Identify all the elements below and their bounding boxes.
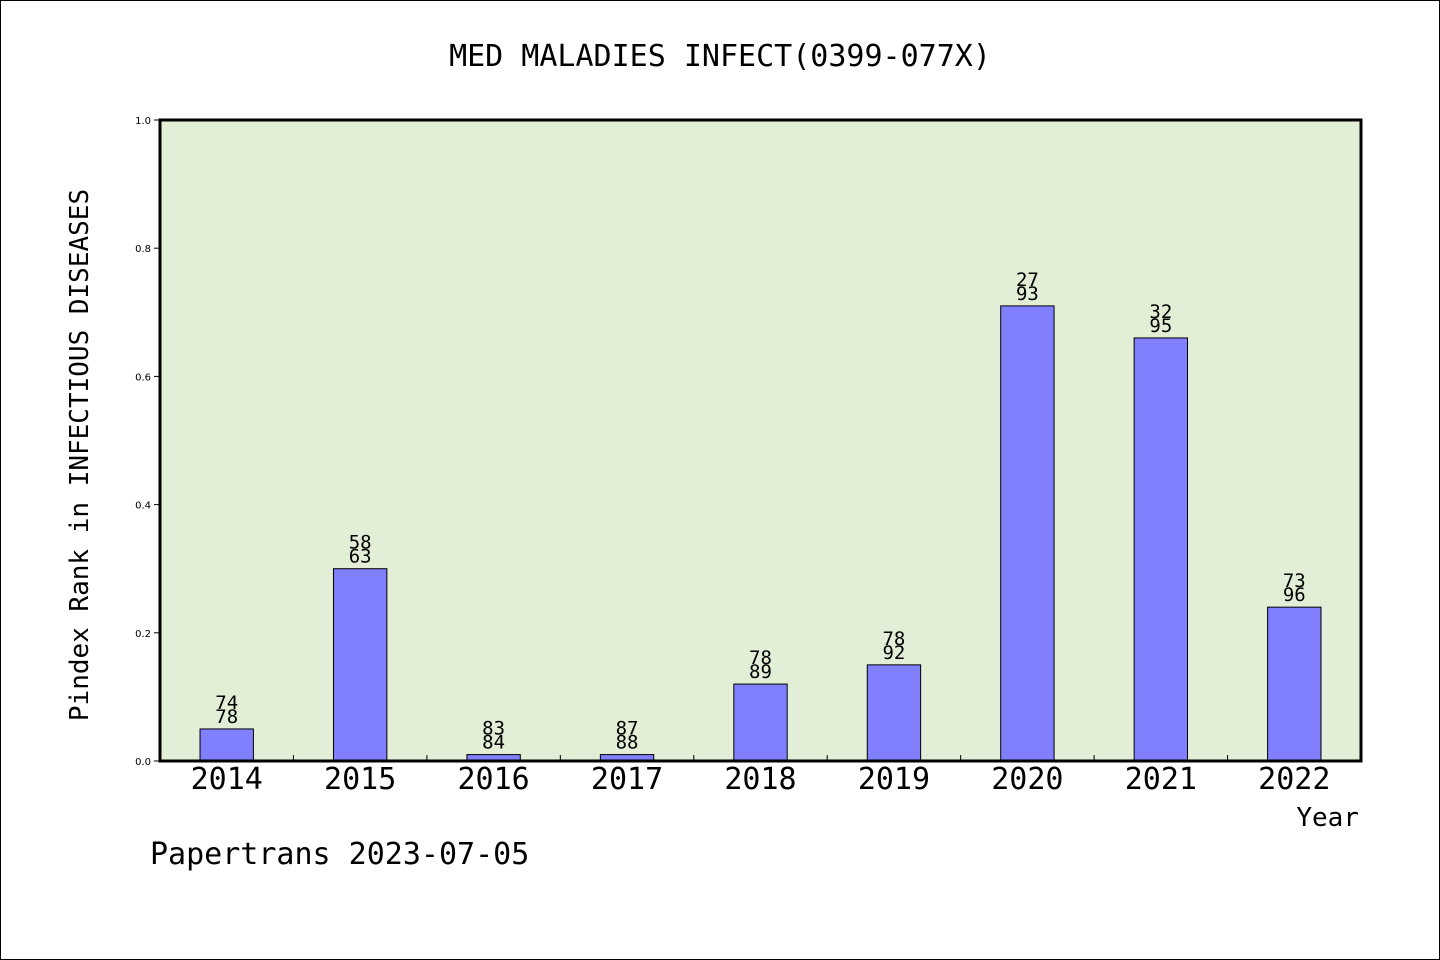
bar-2014 xyxy=(199,728,254,762)
bar-label-top-2019: 78 xyxy=(882,628,905,650)
y-axis-title: Pindex Rank in INFECTIOUS DISEASES xyxy=(65,189,95,721)
y-tick-label-0.8: 0.8 xyxy=(135,244,151,255)
x-tick-label-2020: 2020 xyxy=(991,762,1063,797)
bar-label-top-2014: 74 xyxy=(215,692,238,714)
x-tick-label-2014: 2014 xyxy=(191,762,263,797)
x-tick-label-2019: 2019 xyxy=(858,762,930,797)
bar-label-bottom-2015: 63 xyxy=(349,546,372,568)
bar-2015 xyxy=(332,568,388,762)
bar-label-bottom-2017: 88 xyxy=(616,732,639,754)
y-tick-label-0.2: 0.2 xyxy=(135,629,151,640)
x-tick-label-2018: 2018 xyxy=(724,762,796,797)
x-tick-label-2022: 2022 xyxy=(1258,762,1330,797)
bar-label-bottom-2022: 96 xyxy=(1283,584,1306,606)
bar-label-top-2022: 73 xyxy=(1283,570,1306,592)
bar-label-bottom-2021: 95 xyxy=(1149,315,1172,337)
x-tick-label-2021: 2021 xyxy=(1125,762,1197,797)
bar-label-bottom-2019: 92 xyxy=(882,642,905,664)
y-tick-label-0.0: 0.0 xyxy=(135,757,151,768)
plot-border xyxy=(158,118,1363,763)
bar-label-top-2020: 27 xyxy=(1016,269,1039,291)
x-tick-label-2016: 2016 xyxy=(457,762,529,797)
y-axis: 0.0 0.2 0.4 0.6 0.8 1.0 xyxy=(135,116,160,768)
bar-label-top-2017: 87 xyxy=(616,718,639,740)
x-tick-label-2017: 2017 xyxy=(591,762,663,797)
bar-2019 xyxy=(866,664,922,762)
bar-label-bottom-2018: 89 xyxy=(749,661,772,683)
bar-label-top-2018: 78 xyxy=(749,647,772,669)
x-tick-label-2015: 2015 xyxy=(324,762,396,797)
bar-label-top-2016: 83 xyxy=(482,718,505,740)
bar-label-bottom-2016: 84 xyxy=(482,732,505,754)
y-tick-label-0.4: 0.4 xyxy=(135,501,151,512)
bar-label-bottom-2020: 93 xyxy=(1016,283,1039,305)
bar-2020 xyxy=(1000,305,1055,762)
footer-date-stamp: Papertrans 2023-07-05 xyxy=(150,837,529,872)
bar-2021 xyxy=(1133,337,1189,762)
x-axis: 2014 2015 2016 2017 2018 2019 2020 2021 2022 xyxy=(191,755,1330,797)
chart-title: MED MALADIES INFECT(0399-077X) xyxy=(449,39,991,74)
y-tick-label-1.0: 1.0 xyxy=(135,116,151,127)
bar-2022 xyxy=(1267,606,1322,762)
bar-label-top-2015: 58 xyxy=(349,532,372,554)
bar-label-bottom-2014: 78 xyxy=(215,706,238,728)
bar-2018 xyxy=(733,683,788,762)
y-tick-label-0.6: 0.6 xyxy=(135,372,151,383)
bar-label-top-2021: 32 xyxy=(1149,301,1172,323)
x-axis-title: Year xyxy=(1296,803,1359,833)
